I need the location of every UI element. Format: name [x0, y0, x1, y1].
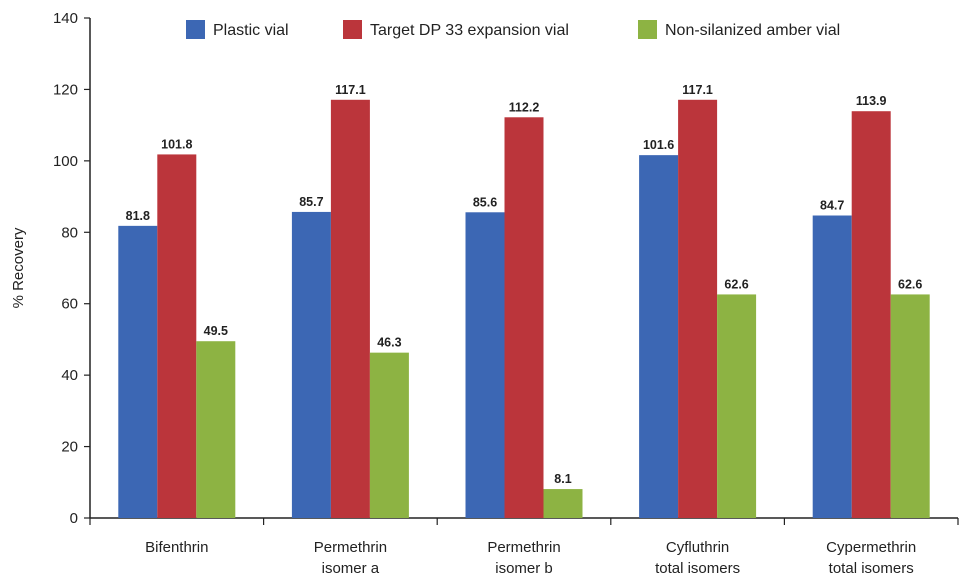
axes: 0 20 40 60 80 100 120 140 Bifenthrin Permethrin is… — [53, 10, 959, 577]
legend: Plastic vial Target DP 33 expansion vial N… — [186, 20, 840, 39]
bar — [369, 352, 409, 518]
data-label: 8.1 — [554, 472, 571, 486]
legend-label: Plastic vial — [213, 22, 289, 39]
y-tick-label: 140 — [53, 10, 78, 27]
y-tick-label: 100 — [53, 153, 78, 170]
data-label: 85.7 — [299, 195, 323, 209]
x-tick-label: Cypermethrin total isomers — [826, 539, 916, 577]
legend-label: Target DP 33 expansion vial — [370, 22, 569, 39]
data-labels: 81.8 85.7 85.6 101.6 84.7 101.8 117.1 112.2 117.… — [126, 83, 923, 486]
x-tick-label: Bifenthrin — [145, 539, 208, 556]
y-tick-label: 0 — [70, 510, 78, 527]
bar — [196, 341, 236, 518]
bar — [717, 294, 757, 518]
bar — [890, 294, 930, 518]
bar — [851, 111, 891, 518]
data-label: 101.8 — [161, 137, 192, 151]
bar — [465, 212, 505, 519]
data-label: 84.7 — [820, 199, 844, 213]
data-label: 85.6 — [473, 195, 497, 209]
legend-label: Non-silanized amber vial — [665, 22, 840, 39]
legend-swatch — [343, 20, 362, 39]
y-tick-label: 120 — [53, 81, 78, 98]
bar — [812, 215, 852, 518]
data-label: 112.2 — [509, 100, 540, 114]
bars — [118, 99, 930, 519]
y-tick-label: 20 — [61, 439, 78, 456]
data-label: 49.5 — [204, 324, 228, 338]
data-label: 117.1 — [335, 83, 366, 97]
data-label: 113.9 — [856, 94, 887, 108]
data-label: 81.8 — [126, 209, 150, 223]
y-tick-label: 40 — [61, 367, 78, 384]
y-tick-label: 60 — [61, 296, 78, 313]
x-tick-label: Permethrin isomer a — [314, 539, 387, 577]
x-tick-label: Permethrin isomer b — [487, 539, 560, 577]
bar — [330, 99, 370, 519]
y-tick-label: 80 — [61, 224, 78, 241]
data-label: 62.6 — [724, 277, 748, 291]
legend-swatch — [638, 20, 657, 39]
data-label: 101.6 — [643, 138, 674, 152]
data-label: 46.3 — [377, 336, 401, 350]
bar — [291, 211, 331, 518]
bar — [639, 155, 679, 518]
legend-swatch — [186, 20, 205, 39]
bar — [157, 154, 197, 518]
data-label: 117.1 — [682, 83, 713, 97]
x-tick-label: Cyfluthrin total isomers — [655, 539, 740, 577]
data-label: 62.6 — [898, 277, 922, 291]
y-axis-title: % Recovery — [10, 227, 27, 308]
bar — [678, 99, 718, 519]
bar — [543, 489, 583, 518]
bar — [118, 225, 158, 518]
bar — [504, 117, 544, 519]
